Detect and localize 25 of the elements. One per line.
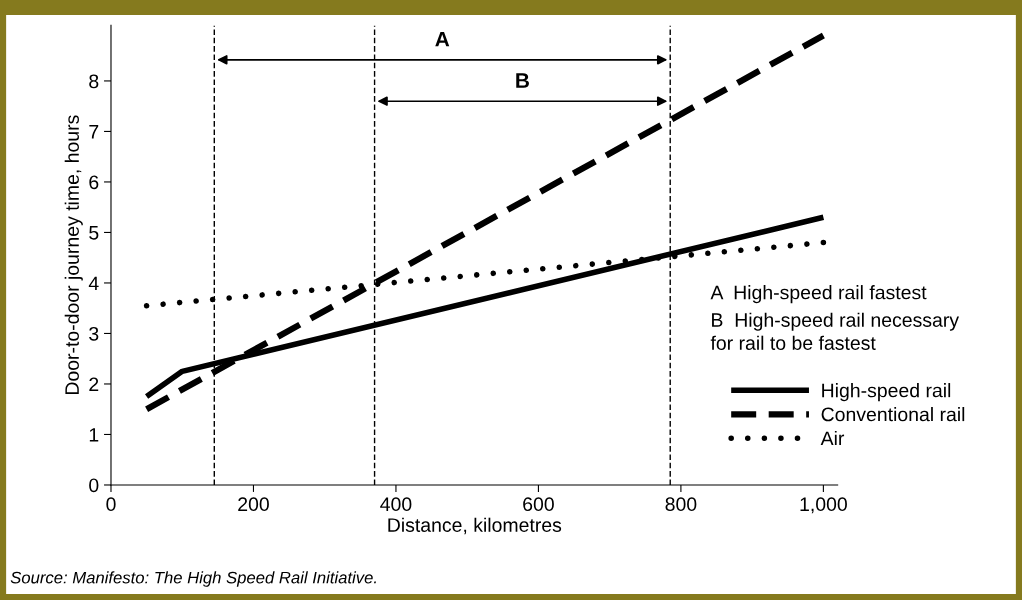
y-tick-label: 6 [89, 175, 99, 190]
x-tick-label: 200 [238, 497, 269, 512]
x-tick-label: 1,000 [800, 497, 847, 514]
x-axis-title: Distance, kilometres [388, 517, 562, 535]
y-tick-label: 4 [88, 276, 99, 290]
source-note: Source: Manifesto: The High Speed Rail Initiative. [10, 571, 376, 587]
y-axis-title: Door-to-door journey time, hours [64, 115, 83, 395]
x-tick-label: 800 [665, 497, 697, 512]
y-tick-label: 5 [89, 226, 99, 240]
y-tick-label: 7 [89, 125, 99, 139]
y-tick-label: 0 [89, 478, 99, 493]
annotation: A [435, 32, 450, 47]
y-tick-label: 8 [89, 74, 99, 89]
y-tick-label: 3 [89, 326, 99, 341]
legend-label: High-speed rail [822, 383, 951, 402]
y-tick-label: 1 [89, 428, 99, 442]
x-tick-label: 600 [523, 497, 554, 512]
y-tick-label: 2 [89, 377, 99, 392]
annotation: A High-speed rail fastest [710, 285, 927, 304]
annotation: B High-speed rail necessary for rail to be fastest [710, 312, 959, 350]
x-tick-label: 400 [380, 497, 412, 512]
legend-label: Air [820, 430, 845, 446]
x-tick-label: 0 [106, 497, 116, 512]
legend-label: Conventional rail [821, 407, 965, 422]
annotation: B [516, 73, 529, 88]
